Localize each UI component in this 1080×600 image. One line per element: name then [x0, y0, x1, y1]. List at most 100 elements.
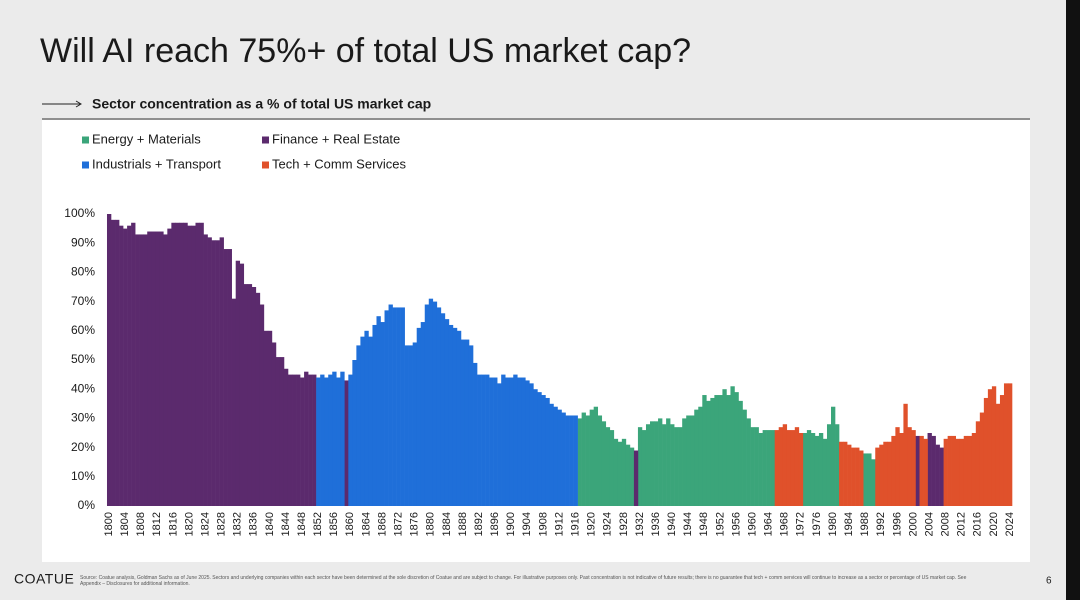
- bar: [907, 427, 912, 506]
- bar: [163, 234, 168, 506]
- x-tick-label: 2012: [956, 512, 968, 536]
- x-tick-label: 1944: [682, 512, 694, 536]
- bar: [408, 345, 413, 506]
- bar: [557, 409, 562, 506]
- bar: [617, 441, 623, 506]
- bar: [336, 377, 341, 506]
- bar: [392, 307, 397, 506]
- bar: [448, 324, 454, 506]
- bar: [770, 430, 775, 506]
- bar: [750, 427, 755, 506]
- x-tick-label: 1880: [425, 512, 437, 536]
- bar: [464, 339, 470, 506]
- x-tick-label: 1832: [232, 512, 244, 536]
- legend-label: Finance + Real Estate: [272, 131, 400, 146]
- bar: [774, 430, 780, 506]
- bar: [287, 374, 293, 506]
- x-tick-label: 2020: [988, 512, 1000, 536]
- bar: [364, 330, 369, 506]
- x-tick-label: 1852: [312, 512, 324, 536]
- bar: [529, 383, 534, 506]
- x-tick-label: 1800: [103, 512, 115, 536]
- bar: [831, 406, 836, 506]
- bar: [376, 316, 381, 506]
- x-tick-label: 1888: [457, 512, 469, 536]
- bar: [344, 380, 349, 506]
- x-tick-label: 1960: [746, 512, 758, 536]
- x-tick-label: 1812: [151, 512, 163, 536]
- x-tick-label: 1936: [650, 512, 662, 536]
- bar: [923, 438, 928, 506]
- bar: [167, 228, 172, 506]
- x-tick-label: 2008: [940, 512, 952, 536]
- x-tick-label: 1940: [666, 512, 678, 536]
- bar: [702, 395, 707, 506]
- bar: [485, 374, 490, 506]
- bar: [187, 225, 192, 506]
- bar: [151, 231, 156, 506]
- legend-label: Tech + Comm Services: [272, 156, 407, 171]
- edge: [1066, 0, 1080, 600]
- bar: [722, 389, 727, 506]
- y-tick-label: 70%: [71, 294, 95, 308]
- bar: [903, 403, 908, 506]
- x-tick-label: 1828: [216, 512, 228, 536]
- bar: [247, 284, 253, 506]
- bar: [219, 237, 224, 507]
- x-tick-label: 1952: [714, 512, 726, 536]
- bar: [927, 433, 932, 506]
- bar: [814, 435, 820, 506]
- x-tick-label: 1860: [344, 512, 356, 536]
- x-tick-label: 1948: [698, 512, 710, 536]
- bar: [179, 222, 184, 506]
- x-tick-label: 1912: [553, 512, 565, 536]
- bar: [283, 368, 289, 506]
- y-tick-label: 60%: [71, 323, 95, 337]
- x-tick-label: 1968: [779, 512, 791, 536]
- bar: [851, 447, 856, 506]
- x-tick-label: 2016: [972, 512, 984, 536]
- bar: [822, 438, 828, 506]
- bar: [215, 240, 220, 506]
- bar: [111, 219, 116, 506]
- x-tick-label: 1996: [891, 512, 903, 536]
- bar: [420, 322, 426, 506]
- y-tick-label: 100%: [64, 206, 95, 220]
- legend-swatch: [262, 136, 269, 144]
- x-tick-label: 1864: [360, 512, 372, 536]
- bar: [654, 421, 659, 506]
- bar: [686, 415, 691, 506]
- bar: [509, 377, 514, 506]
- bar: [879, 444, 884, 506]
- bar: [670, 424, 675, 506]
- bar: [255, 292, 261, 506]
- bar: [436, 307, 442, 506]
- bar: [766, 430, 771, 506]
- bar: [810, 433, 816, 506]
- bar: [119, 225, 124, 506]
- bar: [975, 421, 981, 506]
- bar: [718, 395, 723, 506]
- bar: [955, 438, 961, 506]
- x-tick-label: 1824: [199, 512, 211, 536]
- bar: [517, 377, 522, 506]
- x-tick-label: 1836: [248, 512, 260, 536]
- bar: [171, 222, 176, 506]
- bar: [690, 415, 695, 506]
- arrow-head: [75, 100, 82, 108]
- bar: [983, 397, 989, 506]
- bar: [135, 234, 140, 506]
- x-tick-label: 1920: [586, 512, 598, 536]
- bar: [959, 438, 965, 506]
- bar: [263, 330, 269, 506]
- bar: [637, 427, 643, 506]
- y-tick-label: 10%: [71, 469, 95, 483]
- bar: [863, 453, 868, 506]
- x-tick-label: 1808: [135, 512, 147, 536]
- bar: [947, 435, 952, 506]
- slide-title: Will AI reach 75%+ of total US market ca…: [40, 32, 691, 70]
- bar: [895, 427, 900, 506]
- legend-swatch: [82, 161, 89, 169]
- x-tick-label: 1928: [618, 512, 630, 536]
